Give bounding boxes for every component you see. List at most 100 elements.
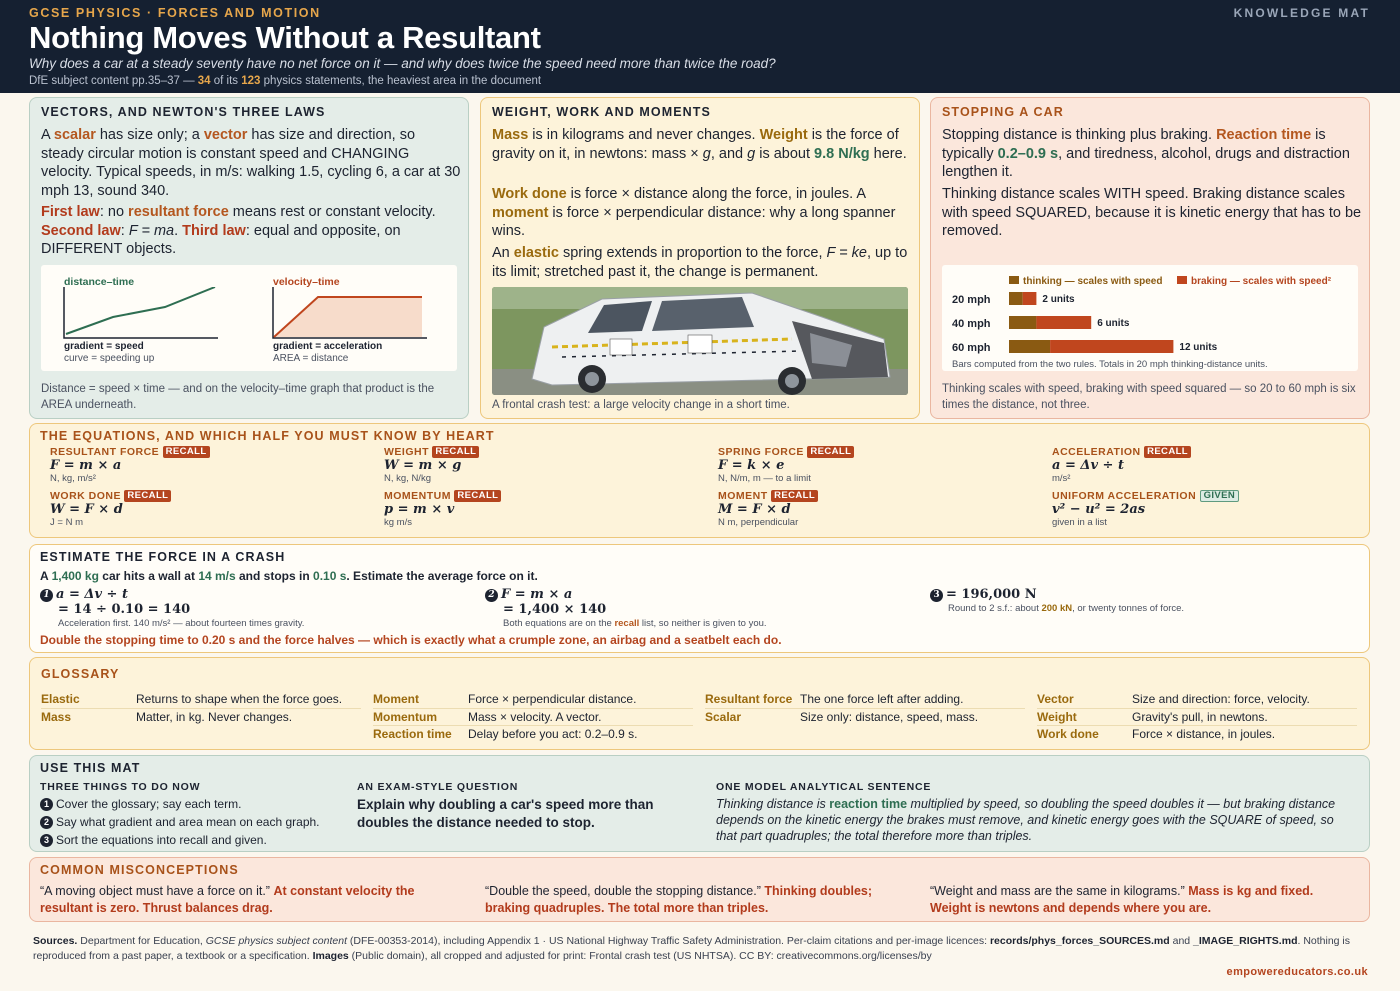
estimate-panel: ESTIMATE THE FORCE IN A CRASH A 1,400 kg… xyxy=(29,544,1370,653)
total-label: 6 units xyxy=(1097,318,1130,329)
page-subtitle: Why does a car at a steady seventy have … xyxy=(29,56,776,71)
three-things-title: THREE THINGS TO DO NOW xyxy=(40,781,201,793)
estimate-conclusion: Double the stopping time to 0.20 s and t… xyxy=(40,633,782,647)
use-panel: USE THIS MAT THREE THINGS TO DO NOW 1 Cov… xyxy=(29,755,1370,852)
total-label: 2 units xyxy=(1042,294,1075,305)
glossary-divider xyxy=(705,707,1025,709)
chart-note: Bars computed from the two rules. Totals… xyxy=(952,359,1268,370)
step-item: 1 Cover the glossary; say each term. xyxy=(40,795,320,813)
glossary-divider xyxy=(1037,707,1357,709)
glossary-definition: Force × perpendicular distance. xyxy=(468,692,637,706)
recall-badge: RECALL xyxy=(432,446,480,458)
glossary-divider xyxy=(373,707,693,709)
distance-time-graph xyxy=(63,287,218,339)
misconceptions-title: COMMON MISCONCEPTIONS xyxy=(40,863,239,877)
motion-graphs: distance–time gradient = speed curve = sp… xyxy=(41,265,457,371)
weight-title: WEIGHT, WORK AND MOMENTS xyxy=(492,105,711,119)
stopping-para-2: Thinking distance scales WITH speed. Bra… xyxy=(942,186,1362,239)
footer-url[interactable]: empowereducators.co.uk xyxy=(1226,966,1368,978)
estimate-question: A 1,400 kg car hits a wall at 14 m/s and… xyxy=(40,569,538,583)
weight-para-1: Mass is in kilograms and never changes. … xyxy=(492,127,907,162)
glossary-term: Reaction time xyxy=(373,727,452,741)
glossary-divider xyxy=(1037,725,1357,726)
equation-formula: v² − u² = 2as xyxy=(1052,502,1146,517)
stopping-para-1: Stopping distance is thinking plus braki… xyxy=(942,127,1350,180)
glossary-definition: Returns to shape when the force goes. xyxy=(136,692,343,706)
recall-badge: RECALL xyxy=(454,490,502,502)
equation-formula: p = m × v xyxy=(384,502,455,517)
total-label: 12 units xyxy=(1179,342,1217,353)
glossary-term: Vector xyxy=(1037,692,1074,706)
velocity-time-caption: gradient = acceleration AREA = distance xyxy=(273,341,383,364)
weight-para-2: Work done is force × distance along the … xyxy=(492,186,896,239)
stopping-title: STOPPING A CAR xyxy=(942,105,1064,119)
weight-caption: A frontal crash test: a large velocity c… xyxy=(492,399,790,411)
exam-title: AN EXAM-STYLE QUESTION xyxy=(357,781,519,793)
equation-units: J = N m xyxy=(50,517,83,528)
crash-test-photo xyxy=(492,287,908,395)
equation-units: m/s² xyxy=(1052,473,1071,484)
equations-title: THE EQUATIONS, AND WHICH HALF YOU MUST K… xyxy=(40,429,495,443)
stopping-chart: thinking — scales with speed braking — sc… xyxy=(942,265,1358,371)
glossary-term: Scalar xyxy=(705,709,742,724)
glossary-term: Momentum xyxy=(373,709,437,724)
glossary-term: Work done xyxy=(1037,727,1099,741)
bar-segment xyxy=(1009,340,1051,353)
recall-badge: RECALL xyxy=(124,490,172,502)
step-item: 3 Sort the equations into recall and give… xyxy=(40,831,320,849)
equation-card: MOMENTUM RECALL p = m × v kg m/s xyxy=(384,490,502,528)
sources: Sources. Department for Education, GCSE … xyxy=(33,935,1351,962)
equation-card: RESULTANT FORCE RECALL F = m × a N, kg, m/… xyxy=(50,446,210,484)
header-meta: DfE subject content pp.35–37 — 34 of its… xyxy=(29,75,542,87)
header-badge: KNOWLEDGE MAT xyxy=(1233,6,1370,20)
glossary-definition: Gravity's pull, in newtons. xyxy=(1132,709,1268,724)
glossary-definition: The one force left after adding. xyxy=(800,692,964,706)
bar-segment xyxy=(1009,292,1023,305)
equations-panel: THE EQUATIONS, AND WHICH HALF YOU MUST K… xyxy=(29,423,1370,538)
recall-badge: RECALL xyxy=(771,490,819,502)
vectors-title: VECTORS, AND NEWTON'S THREE LAWS xyxy=(41,105,326,119)
equation-units: N, N/m, m — to a limit xyxy=(718,473,811,484)
distance-time-label: distance–time xyxy=(64,276,135,288)
equation-formula: W = F × d xyxy=(50,502,123,517)
equation-card: ACCELERATION RECALL a = Δv ÷ t m/s² xyxy=(1052,446,1191,484)
misconceptions-panel: COMMON MISCONCEPTIONS “A moving object m… xyxy=(29,857,1370,922)
equation-card: WEIGHT RECALL W = m × g N, kg, N/kg xyxy=(384,446,480,484)
glossary-term: Resultant force xyxy=(705,692,793,706)
glossary-definition: Size only: distance, speed, mass. xyxy=(800,709,979,724)
estimate-title: ESTIMATE THE FORCE IN A CRASH xyxy=(40,550,286,564)
category-label: 20 mph xyxy=(952,294,991,306)
stopping-caption: Thinking scales with speed, braking with… xyxy=(942,383,1356,411)
crash-test-car-image xyxy=(492,287,908,395)
step-item: 2 Say what gradient and area mean on each… xyxy=(40,813,320,831)
bar-segment xyxy=(1009,316,1037,329)
glossary-term: Moment xyxy=(373,692,419,706)
category-label: 60 mph xyxy=(952,342,991,354)
glossary-panel: GLOSSARY Elastic Returns to shape when th… xyxy=(29,657,1370,750)
glossary-definition: Force × distance, in joules. xyxy=(1132,727,1276,741)
distance-time-caption: gradient = speed curve = speeding up xyxy=(64,341,155,364)
recall-badge: RECALL xyxy=(807,446,855,458)
misconception-item: “A moving object must have a force on it… xyxy=(40,884,415,915)
header-kicker: GCSE PHYSICS · FORCES AND MOTION xyxy=(29,6,321,20)
glossary-divider xyxy=(41,707,361,709)
misconception-item: “Double the speed, double the stopping d… xyxy=(485,884,873,915)
glossary-title: GLOSSARY xyxy=(41,667,120,681)
model-title: ONE MODEL ANALYTICAL SENTENCE xyxy=(716,781,932,793)
equation-units: kg m/s xyxy=(384,517,412,528)
page-title: Nothing Moves Without a Resultant xyxy=(29,20,541,55)
glossary-definition: Delay before you act: 0.2–0.9 s. xyxy=(468,727,638,741)
equation-formula: W = m × g xyxy=(384,458,462,473)
legend-swatch xyxy=(1177,276,1187,284)
equation-formula: M = F × d xyxy=(718,502,791,517)
bar-segment xyxy=(1050,340,1174,353)
vectors-caption: Distance = speed × time — and on the vel… xyxy=(41,383,435,411)
glossary-definition: Mass × velocity. A vector. xyxy=(468,709,602,724)
vectors-para-2: First law: no resultant force means rest… xyxy=(41,204,436,257)
misconception-item: “Weight and mass are the same in kilogra… xyxy=(930,884,1314,915)
stopping-panel: STOPPING A CAR Stopping distance is thin… xyxy=(930,97,1370,419)
header: GCSE PHYSICS · FORCES AND MOTION Nothing… xyxy=(0,0,1400,93)
